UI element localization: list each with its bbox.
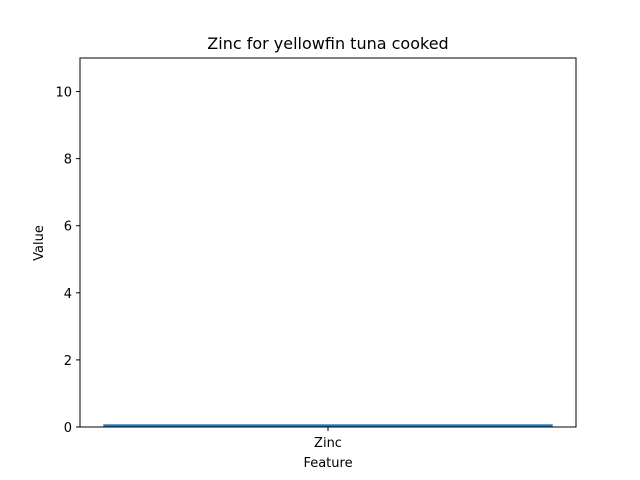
y-tick-label: 6 — [64, 220, 72, 235]
x-tick-label: Zinc — [314, 436, 342, 451]
chart-title: Zinc for yellowfin tuna cooked — [207, 34, 448, 53]
y-tick-label: 0 — [64, 421, 72, 436]
y-tick-label: 2 — [64, 354, 72, 369]
bar-zinc — [103, 424, 553, 427]
x-axis-label: Feature — [303, 456, 352, 471]
y-tick-label: 4 — [64, 287, 72, 302]
plot-area-frame — [79, 57, 577, 428]
bars-layer — [103, 424, 553, 427]
y-tick-label: 10 — [55, 86, 72, 101]
y-tick-label: 8 — [64, 153, 72, 168]
y-axis-ticks: 0 2 4 6 8 10 — [55, 86, 80, 436]
y-axis-label: Value — [32, 225, 47, 261]
x-axis-ticks: Zinc — [314, 427, 342, 451]
